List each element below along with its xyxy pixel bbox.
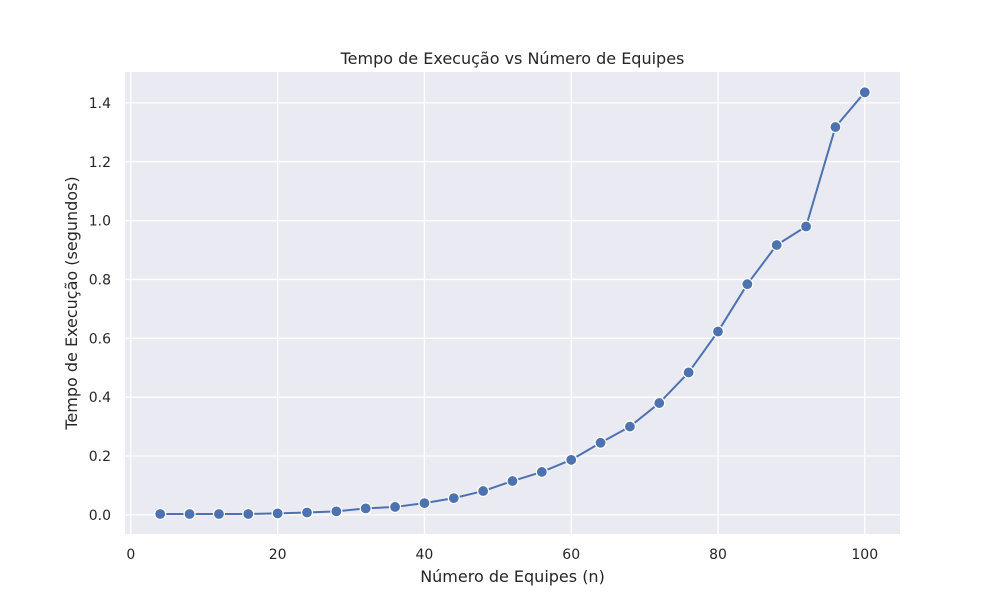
x-tick-label: 20	[269, 547, 287, 563]
y-tick-label: 0.0	[89, 508, 111, 524]
data-point	[448, 493, 459, 504]
data-point	[302, 507, 313, 518]
y-tick-label: 0.8	[89, 272, 111, 288]
y-tick-label: 0.2	[89, 449, 111, 465]
x-tick-label: 40	[416, 547, 434, 563]
data-point	[595, 437, 606, 448]
data-point	[536, 466, 547, 477]
data-point	[859, 87, 870, 98]
data-point	[155, 508, 166, 519]
data-point	[243, 508, 254, 519]
y-tick-label: 0.4	[89, 390, 111, 406]
y-tick-label: 1.4	[89, 96, 111, 112]
x-tick-label: 100	[851, 547, 878, 563]
data-point	[213, 508, 224, 519]
data-point	[742, 279, 753, 290]
data-point	[712, 326, 723, 337]
y-tick-label: 1.0	[89, 214, 111, 230]
x-axis-label: Número de Equipes (n)	[420, 567, 605, 586]
plot-area	[125, 72, 900, 534]
data-point	[478, 486, 489, 497]
y-tick-label: 0.6	[89, 331, 111, 347]
data-point	[331, 506, 342, 517]
data-point	[566, 454, 577, 465]
data-point	[771, 240, 782, 251]
data-point	[184, 508, 195, 519]
data-point	[801, 221, 812, 232]
data-point	[390, 501, 401, 512]
x-tick-label: 0	[126, 547, 135, 563]
data-point	[624, 421, 635, 432]
data-point	[507, 476, 518, 487]
data-point	[360, 503, 371, 514]
x-tick-label: 60	[562, 547, 580, 563]
chart-title: Tempo de Execução vs Número de Equipes	[340, 49, 685, 68]
data-point	[272, 508, 283, 519]
y-tick-label: 1.2	[89, 155, 111, 171]
y-axis-label: Tempo de Execução (segundos)	[62, 176, 81, 430]
data-point	[419, 498, 430, 509]
data-point	[683, 367, 694, 378]
data-point	[830, 122, 841, 133]
x-tick-label: 80	[709, 547, 727, 563]
data-point	[654, 398, 665, 409]
